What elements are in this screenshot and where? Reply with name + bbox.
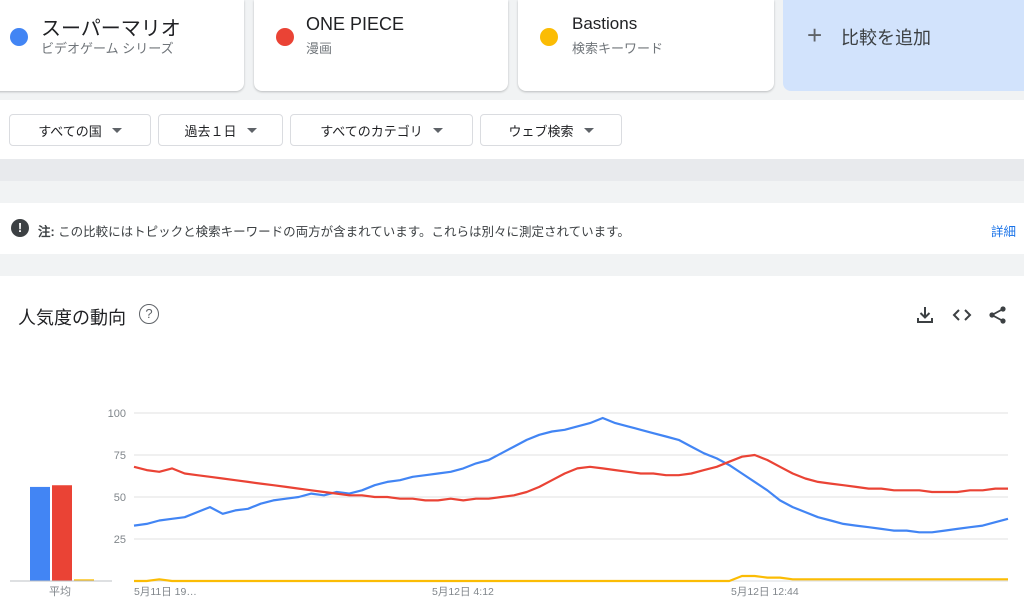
y-tick-label: 25 <box>114 534 126 546</box>
term-type: 漫画 <box>306 41 333 56</box>
y-tick-label: 100 <box>108 408 126 420</box>
series-line-2 <box>133 453 1008 502</box>
add-comparison-label: 比較を追加 <box>841 28 931 48</box>
series-line-3 <box>134 574 1008 583</box>
embed-icon[interactable] <box>951 304 973 326</box>
series-color-dot <box>276 28 294 46</box>
series-color-dot <box>10 28 28 46</box>
exclamation-icon: ! <box>11 219 29 237</box>
average-bar-2 <box>52 485 72 581</box>
divider-band <box>0 159 1024 181</box>
comparison-note: ! 注: この比較にはトピックと検索キーワードの両方が含まれています。これらは別… <box>0 203 1024 254</box>
note-body: この比較にはトピックと検索キーワードの両方が含まれています。これらは別々に測定さ… <box>58 225 630 239</box>
y-tick-label: 50 <box>114 492 126 504</box>
average-bar-1 <box>30 486 50 581</box>
term-card-one-piece[interactable]: ONE PIECE 漫画 <box>254 0 508 91</box>
details-link[interactable]: 詳細 <box>990 225 1016 239</box>
region-value: すべての国 <box>38 123 102 139</box>
filter-bar: すべての国 過去１日 すべてのカテゴリ ウェブ検索 <box>0 100 1024 159</box>
help-icon[interactable]: ? <box>139 304 159 324</box>
search-type-dropdown[interactable]: ウェブ検索 <box>480 114 622 146</box>
note-label: 注: <box>38 225 55 239</box>
term-card-super-mario[interactable]: スーパーマリオ ビデオゲーム シリーズ <box>0 0 244 91</box>
term-name: Bastions <box>572 14 638 33</box>
term-type: ビデオゲーム シリーズ <box>41 41 174 56</box>
category-value: すべてのカテゴリ <box>320 123 423 139</box>
region-dropdown[interactable]: すべての国 <box>9 114 151 146</box>
term-name: ONE PIECE <box>306 14 405 34</box>
interest-over-time-panel: 人気度の動向 ? 100 75 50 25 5月11日 19… 5月12日 4:12 5月1… <box>0 276 1024 601</box>
trend-chart: 100 75 50 25 5月11日 19… 5月12日 4:12 5月12日 12:44 平… <box>10 408 1009 598</box>
dropdown-arrow-icon <box>246 127 257 133</box>
x-tick-label: 5月12日 4:12 <box>432 586 494 598</box>
dropdown-arrow-icon <box>111 127 122 133</box>
average-bar-3 <box>74 579 94 581</box>
time-range-value: 過去１日 <box>184 123 237 139</box>
y-tick-label: 75 <box>114 450 126 462</box>
category-dropdown[interactable]: すべてのカテゴリ <box>290 114 473 146</box>
dropdown-arrow-icon <box>583 127 594 133</box>
average-label: 平均 <box>49 585 71 598</box>
note-text: 注: この比較にはトピックと検索キーワードの両方が含まれています。これらは別々に… <box>38 221 630 240</box>
dropdown-arrow-icon <box>432 127 443 133</box>
search-type-value: ウェブ検索 <box>508 123 574 139</box>
add-comparison-button[interactable]: + 比較を追加 <box>783 0 1024 91</box>
plus-icon: + <box>807 20 823 50</box>
x-tick-label: 5月12日 12:44 <box>731 586 799 598</box>
term-name: スーパーマリオ <box>41 18 181 40</box>
term-card-bastions[interactable]: Bastions 検索キーワード <box>518 0 774 91</box>
share-icon[interactable] <box>987 304 1009 326</box>
term-type: 検索キーワード <box>572 41 664 56</box>
series-line-1 <box>133 416 1009 534</box>
panel-title: 人気度の動向 <box>18 308 126 328</box>
time-range-dropdown[interactable]: 過去１日 <box>158 114 283 146</box>
series-color-dot <box>540 28 558 46</box>
download-icon[interactable] <box>914 304 936 326</box>
x-tick-label: 5月11日 19… <box>134 586 197 598</box>
